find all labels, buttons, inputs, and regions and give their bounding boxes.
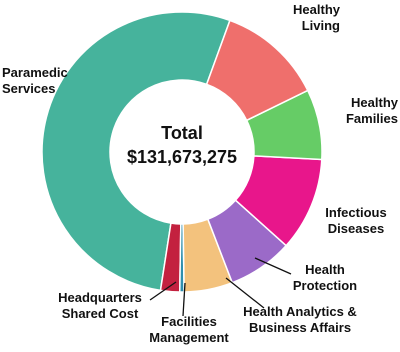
center-title: Total [161, 123, 203, 143]
donut-slice [205, 19, 309, 122]
leader-line [225, 277, 265, 309]
donut-slice [245, 89, 323, 161]
slice-label: Health Protection [292, 262, 358, 293]
donut-slice [159, 222, 182, 293]
slice-label: Facilities Management [149, 314, 229, 345]
donut-slice [182, 218, 234, 293]
slice-label: Health Analytics & Business Affairs [243, 304, 357, 335]
donut-slice [41, 11, 231, 292]
slice-label: Infectious Diseases [325, 205, 387, 236]
slice-label: Headquarters Shared Cost [58, 290, 142, 321]
leader-line [254, 257, 292, 275]
center-value: $131,673,275 [127, 147, 237, 167]
slice-label: Paramedic Services [2, 65, 68, 96]
slice-label: Healthy Families [345, 95, 398, 126]
slice-label: Healthy Living [293, 2, 340, 33]
leader-line [182, 282, 186, 317]
donut-slice [234, 155, 323, 247]
leader-line [149, 281, 177, 301]
